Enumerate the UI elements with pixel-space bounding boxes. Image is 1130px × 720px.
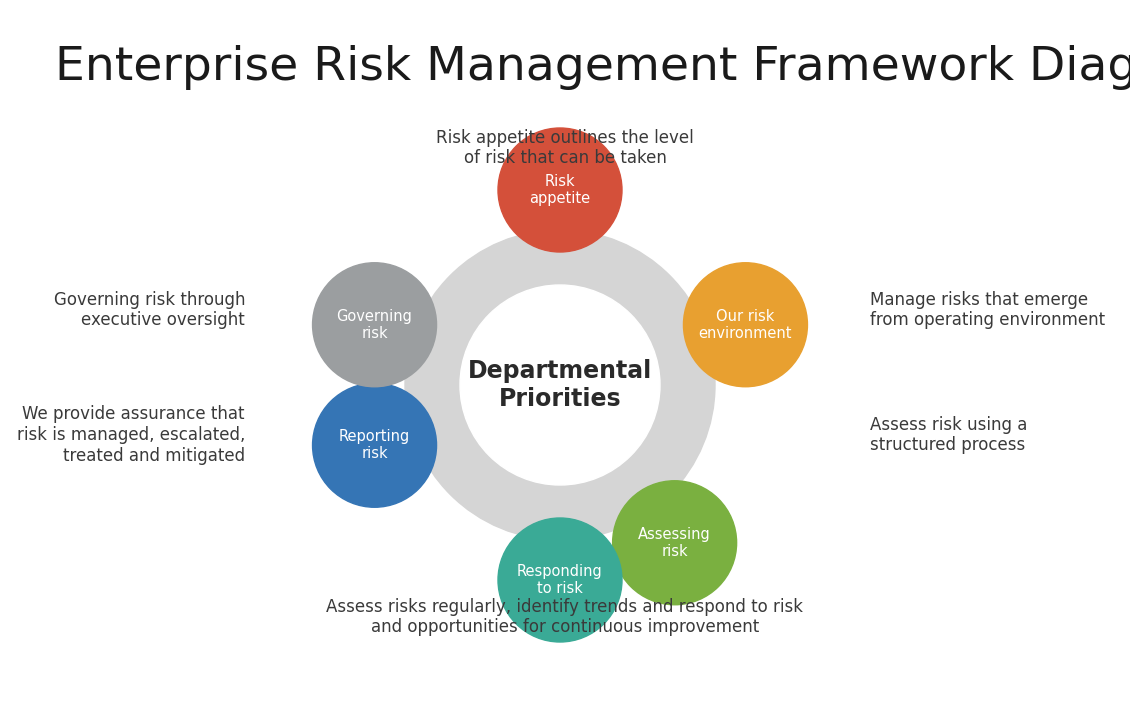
Text: Risk appetite outlines the level
of risk that can be taken: Risk appetite outlines the level of risk… (436, 129, 694, 167)
Text: Reporting
risk: Reporting risk (339, 429, 410, 462)
Text: Enterprise Risk Management Framework Diagram: Enterprise Risk Management Framework Dia… (55, 45, 1130, 91)
Text: Responding
to risk: Responding to risk (518, 564, 603, 596)
Text: Assessing
risk: Assessing risk (638, 526, 711, 559)
Text: Risk
appetite: Risk appetite (530, 174, 591, 206)
Text: Assess risk using a
structured process: Assess risk using a structured process (870, 415, 1027, 454)
Circle shape (460, 285, 660, 485)
Circle shape (612, 481, 737, 605)
Text: Our risk
environment: Our risk environment (698, 309, 792, 341)
Text: Assess risks regularly, identify trends and respond to risk
and opportunities fo: Assess risks regularly, identify trends … (327, 598, 803, 636)
Text: We provide assurance that
risk is managed, escalated,
treated and mitigated: We provide assurance that risk is manage… (17, 405, 245, 465)
Circle shape (684, 263, 808, 387)
Text: Governing risk through
executive oversight: Governing risk through executive oversig… (53, 291, 245, 329)
Circle shape (313, 383, 436, 508)
Text: Governing
risk: Governing risk (337, 309, 412, 341)
Circle shape (313, 263, 436, 387)
Text: Manage risks that emerge
from operating environment: Manage risks that emerge from operating … (870, 291, 1105, 329)
Text: Departmental
Priorities: Departmental Priorities (468, 359, 652, 411)
Circle shape (405, 230, 715, 540)
Circle shape (498, 518, 622, 642)
Circle shape (498, 128, 622, 252)
